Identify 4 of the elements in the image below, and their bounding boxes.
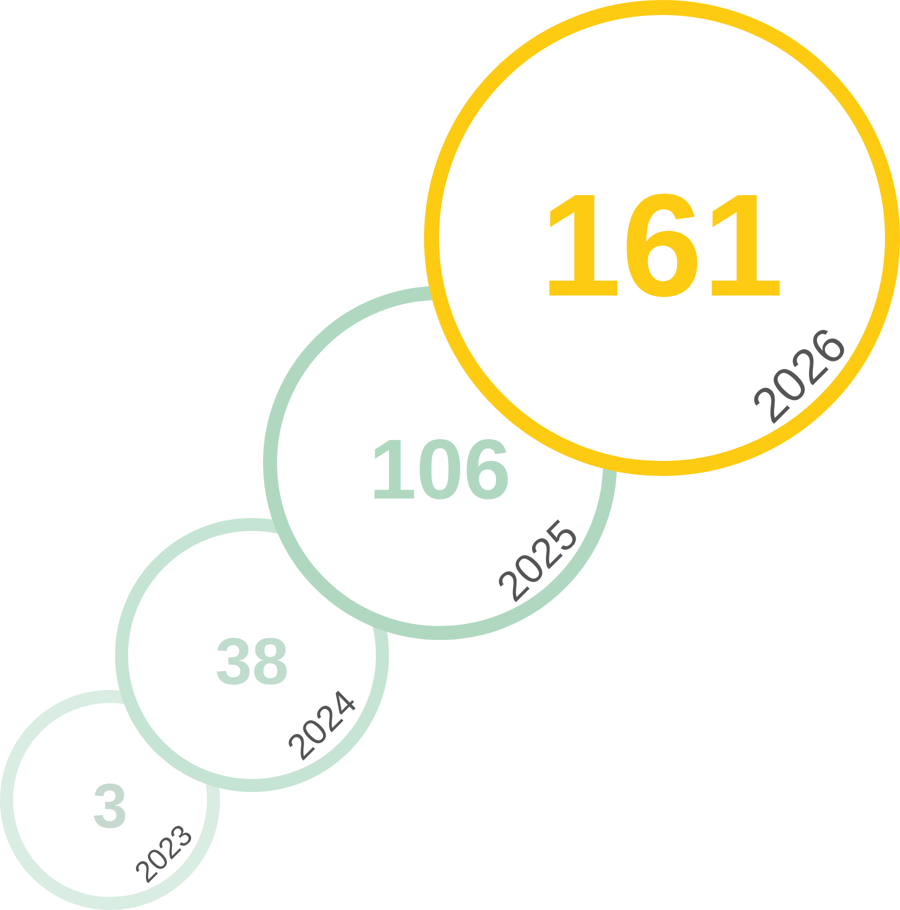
- data-label: 161: [540, 164, 784, 327]
- data-label: 3: [92, 772, 128, 842]
- data-label: 38: [215, 624, 289, 698]
- data-label: 106: [369, 422, 511, 518]
